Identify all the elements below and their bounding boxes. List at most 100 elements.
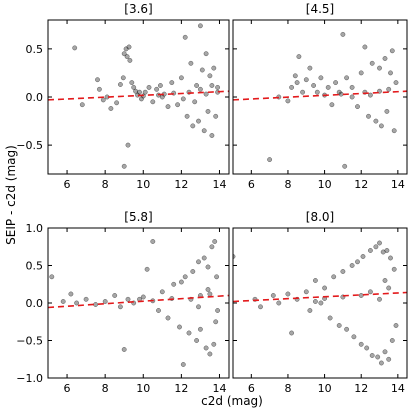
data-point [378, 123, 384, 129]
data-point [194, 83, 200, 88]
data-point [100, 97, 106, 103]
data-point [386, 86, 392, 92]
data-point [125, 142, 131, 148]
data-point [289, 330, 295, 336]
data-point [384, 108, 390, 114]
panel-1: [3.6] 6 8 10 12 14 −0.5 0.0 0.5 [16, 2, 230, 191]
data-point [386, 285, 392, 291]
data-point [117, 82, 123, 87]
data-point [150, 239, 156, 244]
data-point [175, 102, 181, 108]
data-point [294, 80, 300, 86]
data-point [211, 65, 217, 71]
data-point [349, 263, 355, 268]
data-point [150, 99, 156, 105]
data-point [142, 89, 148, 95]
data-point [207, 351, 213, 357]
data-point [190, 269, 196, 274]
data-point [197, 326, 203, 332]
data-point [367, 289, 373, 295]
x-tick-label: 14 [391, 382, 405, 395]
x-tick-label: 8 [284, 382, 291, 395]
data-point [389, 48, 395, 54]
data-point [178, 279, 184, 285]
data-point [188, 60, 194, 66]
data-point [68, 291, 74, 297]
data-point [340, 269, 346, 274]
x-tick-label: 14 [212, 178, 226, 191]
fit-line [233, 90, 407, 101]
data-point [318, 75, 324, 81]
data-layer [233, 31, 407, 169]
x-tick-label: 12 [174, 382, 188, 395]
data-point [329, 102, 335, 108]
y-tick-label: 1.0 [26, 222, 44, 235]
data-point [125, 296, 131, 302]
x-tick-label: 12 [174, 178, 188, 191]
x-tick-label: 10 [136, 382, 150, 395]
data-point [344, 75, 350, 81]
data-point [382, 278, 388, 283]
data-point [285, 98, 291, 104]
data-point [169, 80, 175, 86]
panel-title: [3.6] [124, 2, 152, 16]
data-point [156, 308, 161, 313]
data-point [209, 244, 215, 250]
data-point [180, 362, 186, 367]
data-point [131, 84, 137, 90]
data-point [391, 266, 397, 272]
panel-3: [5.8] 6 8 10 12 14 −1.0 −0.5 0.0 0.5 1.0 [16, 210, 230, 395]
data-point [338, 91, 344, 97]
data-point [336, 89, 342, 95]
data-point [127, 57, 133, 63]
data-point [373, 244, 379, 250]
data-point [358, 70, 364, 76]
data-point [203, 51, 209, 57]
data-point [267, 157, 273, 163]
data-point [386, 356, 392, 362]
data-point [121, 51, 127, 57]
data-point [307, 308, 313, 313]
data-point [60, 299, 66, 304]
data-point [201, 255, 207, 261]
panel-title: [8.0] [306, 210, 334, 224]
data-point [382, 56, 388, 61]
panel-title: [4.5] [306, 2, 334, 16]
data-point [378, 360, 384, 366]
data-point [49, 274, 55, 280]
data-point [165, 315, 171, 321]
data-point [120, 75, 126, 81]
data-point [171, 281, 177, 287]
data-point [214, 274, 220, 280]
x-tick-label: 6 [64, 382, 71, 395]
data-point [196, 118, 201, 124]
data-point [180, 96, 186, 102]
data-point [355, 104, 360, 110]
data-point [192, 99, 198, 105]
data-point [276, 300, 282, 306]
data-point [215, 308, 221, 313]
data-point [95, 77, 100, 83]
y-tick-label: −0.5 [16, 139, 43, 152]
data-point [124, 54, 130, 60]
data-point [336, 323, 342, 328]
data-point [360, 254, 366, 259]
x-tick-label: 8 [284, 178, 291, 191]
data-layer [48, 239, 229, 367]
fit-line [48, 90, 229, 101]
data-point [327, 315, 333, 321]
data-point [362, 44, 368, 50]
data-point [197, 86, 203, 92]
data-point [126, 44, 132, 50]
data-point [207, 73, 213, 79]
data-point [182, 34, 188, 40]
data-point [367, 248, 373, 253]
y-tick-label: 0.5 [26, 260, 44, 273]
x-tick-label: 14 [391, 178, 405, 191]
x-tick-label: 10 [318, 382, 332, 395]
data-point [300, 89, 306, 95]
y-tick-label: 0.5 [26, 43, 44, 56]
data-point [391, 128, 397, 134]
x-tick-label: 8 [102, 178, 109, 191]
data-point [377, 65, 382, 71]
